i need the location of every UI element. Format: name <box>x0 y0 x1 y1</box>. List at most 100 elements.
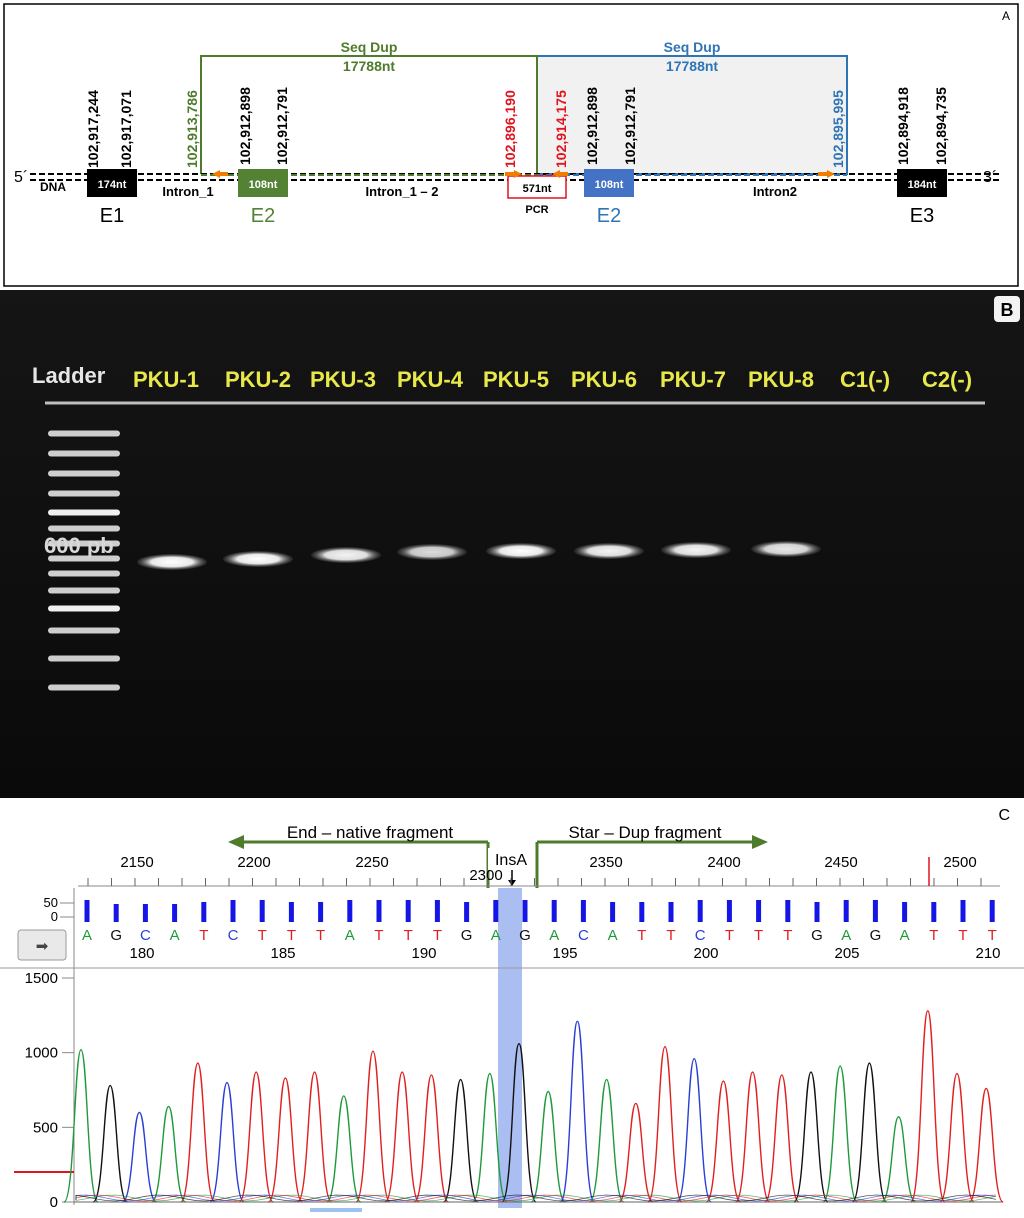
coord-e2-dup-start: 102,912,898 <box>584 87 600 165</box>
base-position-axis: 180 185 190 195 200 205 210 <box>129 945 1000 962</box>
lane-label: C2(-) <box>922 367 972 392</box>
ladder-band <box>48 605 120 612</box>
base-call: T <box>958 927 967 944</box>
quality-bar <box>464 902 470 922</box>
quality-bar <box>931 902 937 922</box>
quality-bar <box>756 900 762 922</box>
base-position-label: 185 <box>270 945 295 962</box>
coord-e3-end: 102,894,735 <box>933 87 949 165</box>
base-call: T <box>783 927 792 944</box>
quality-bar <box>172 904 178 922</box>
ladder-band <box>48 570 120 577</box>
trace-peak <box>734 1071 771 1203</box>
exon-e2-dup-name: E2 <box>597 205 621 227</box>
lane-label: PKU-6 <box>571 367 637 392</box>
exon-e2-native-size: 108nt <box>249 179 278 191</box>
base-call: G <box>461 927 473 944</box>
quality-bar <box>785 900 791 922</box>
ladder-band <box>48 450 120 457</box>
exon-e2-native-box <box>238 169 288 197</box>
panel-b-gel: B Ladder PKU-1 PKU-2 PKU-3 PKU-4 PKU-5 PKU-6 P… <box>0 290 1024 798</box>
gene-diagram: A Seq Dup 17788nt Seq Dup 17788nt 5´ 3´ … <box>3 3 1019 287</box>
base-position-label: 205 <box>834 945 859 962</box>
ladder-band <box>48 525 120 532</box>
top-axis-label: 2500 <box>943 854 976 871</box>
trace-peak <box>413 1074 450 1203</box>
quality-bar <box>726 900 732 922</box>
lane-labels: PKU-1 PKU-2 PKU-3 PKU-4 PKU-5 PKU-6 PKU-7 PKU-8… <box>133 367 972 392</box>
intron-1-2-label: Intron_1 – 2 <box>366 184 439 199</box>
baseline-noise <box>75 1194 997 1202</box>
y-tick-label: 500 <box>33 1119 58 1136</box>
trace-peak <box>939 1072 975 1203</box>
base-call: T <box>258 927 267 944</box>
insa-pointer-icon <box>508 880 516 886</box>
baseline-noise <box>75 1194 997 1202</box>
trace-peak <box>676 1057 712 1203</box>
sample-band <box>397 544 467 560</box>
quality-tick-0: 0 <box>51 909 58 924</box>
arrow-right-icon: ➡ <box>36 938 49 955</box>
trace-peak <box>618 1102 654 1203</box>
ladder-band <box>48 587 120 594</box>
base-call: A <box>900 927 910 944</box>
quality-bar <box>84 900 90 922</box>
quality-bar <box>142 904 148 922</box>
seqdup-blue-box <box>536 55 848 175</box>
ladder-band <box>48 430 120 437</box>
seqdup-green-bracket <box>200 55 538 174</box>
intron-2-label: Intron2 <box>753 184 797 199</box>
base-call: T <box>666 927 675 944</box>
base-call: A <box>170 927 180 944</box>
base-call: T <box>404 927 413 944</box>
trace-peak <box>764 1074 800 1203</box>
base-call: A <box>841 927 851 944</box>
base-call: C <box>140 927 151 944</box>
nav-next-button-frame[interactable] <box>17 929 67 961</box>
trace-peak <box>238 1071 274 1203</box>
nav-next-button[interactable]: ➡ <box>17 929 67 961</box>
base-call: T <box>754 927 763 944</box>
primer-arrow-icon <box>212 170 220 178</box>
insa-label-bg <box>488 848 534 870</box>
coord-junction-left: 102,896,190 <box>502 90 518 168</box>
scroll-indicator[interactable] <box>310 1208 362 1212</box>
native-fragment-label: End – native fragment <box>287 823 454 842</box>
base-call: T <box>374 927 383 944</box>
sample-band <box>486 543 556 559</box>
exon-e2-dup-box <box>584 169 634 197</box>
quality-bar <box>551 900 557 922</box>
quality-bar <box>610 902 616 922</box>
primer-arrow-icon <box>514 170 522 178</box>
quality-bar <box>376 900 382 922</box>
exon-e2-native-name: E2 <box>251 205 275 227</box>
quality-bar <box>522 900 528 922</box>
coord-dup-green-start: 102,913,786 <box>184 90 200 168</box>
quality-bar <box>639 902 645 922</box>
top-axis: 2150 2200 2250 2300 2350 2400 2450 2500 <box>87 854 982 886</box>
ladder-bands <box>48 430 120 691</box>
trace-peak <box>180 1062 216 1203</box>
trace-peak <box>910 1010 946 1203</box>
top-axis-label: 2150 <box>120 854 153 871</box>
coord-e1-end: 102,917,071 <box>118 90 134 168</box>
trace-peak <box>296 1071 333 1203</box>
sample-band <box>661 542 731 558</box>
quality-bar <box>259 900 265 922</box>
quality-bar <box>318 902 324 922</box>
trace-peak <box>851 1062 888 1203</box>
trace-peak <box>267 1077 304 1203</box>
pcr-label: PCR <box>525 204 548 216</box>
trace-peak <box>559 1020 596 1203</box>
five-prime-label: 5´ <box>14 169 28 186</box>
ladder-band <box>48 509 120 516</box>
quality-bar <box>814 902 820 922</box>
base-call: T <box>929 927 938 944</box>
base-call: C <box>228 927 239 944</box>
trace-peak <box>472 1072 508 1203</box>
trace-peak <box>822 1065 858 1203</box>
pcr-product-box <box>507 175 567 199</box>
top-axis-label: 2200 <box>237 854 270 871</box>
primer-arrow-tail <box>505 172 514 176</box>
base-call: G <box>519 927 531 944</box>
